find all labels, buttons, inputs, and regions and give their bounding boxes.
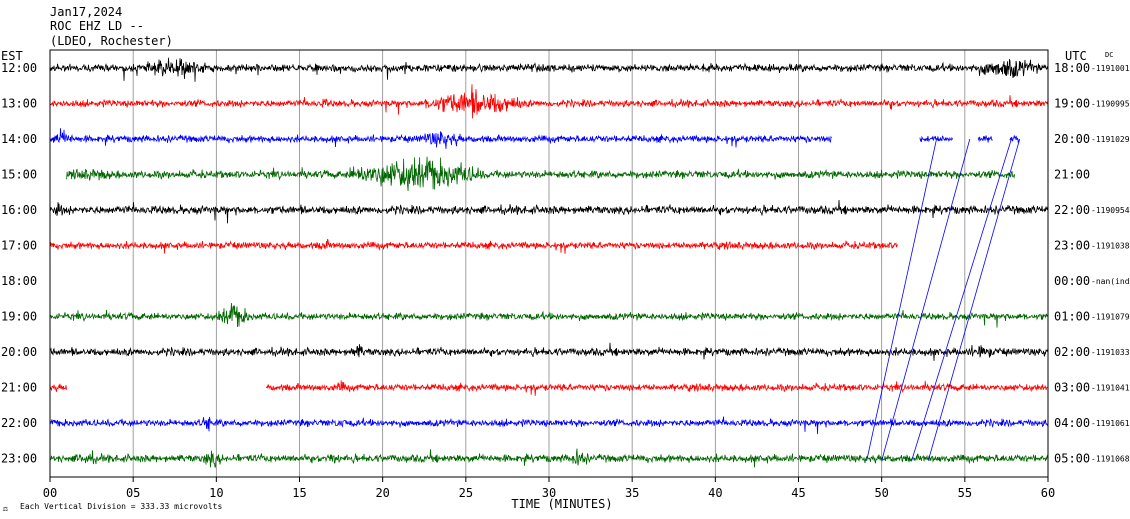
dc-offset-label: -1190954 — [1091, 206, 1130, 215]
local-hour-label: 23:00 — [1, 452, 37, 466]
local-hour-label: 20:00 — [1, 345, 37, 359]
dc-offset-label: -1191079 — [1091, 313, 1130, 322]
diagonal-line — [881, 138, 971, 461]
local-hour-label: 12:00 — [1, 61, 37, 75]
plot-frame — [49, 49, 1049, 478]
station-date: Jan17,2024 — [50, 5, 122, 19]
local-hour-label: 16:00 — [1, 203, 37, 217]
dc-offset-label: -nan(ind — [1091, 277, 1130, 286]
dc-offset-label: -1191033 — [1091, 348, 1130, 357]
utc-hour-label: 19:00 — [1054, 97, 1090, 111]
right-timezone-label: UTC — [1065, 49, 1087, 63]
trace-1200 — [49, 57, 1049, 82]
local-hour-label: 19:00 — [1, 310, 37, 324]
x-tick-label: 35 — [625, 486, 639, 500]
local-hour-label: 14:00 — [1, 132, 37, 146]
local-hour-label: 13:00 — [1, 97, 37, 111]
trace-1400 — [49, 128, 832, 149]
trace-1700 — [49, 238, 899, 254]
dc-offset-label: -1191041 — [1091, 384, 1130, 393]
dc-offset-label: -1191068 — [1091, 455, 1130, 464]
left-timezone-label: EST — [1, 49, 23, 63]
utc-hour-label: 01:00 — [1054, 310, 1090, 324]
trace-1400 — [977, 135, 993, 143]
local-hour-label: 18:00 — [1, 274, 37, 288]
x-tick-labels: 00 05 10 15 20 25 30 35 40 45 50 55 60 — [43, 486, 1055, 500]
x-tick-label: 45 — [791, 486, 805, 500]
x-tick-label: 15 — [292, 486, 306, 500]
diagonal-line — [866, 138, 937, 461]
x-tick-label: 20 — [375, 486, 389, 500]
dc-offset-label: -1191029 — [1091, 135, 1130, 144]
trace-2100 — [266, 380, 1048, 396]
x-tick-label: 60 — [1041, 486, 1055, 500]
diagonal-line — [911, 138, 1012, 461]
x-tick-label: 10 — [209, 486, 223, 500]
local-hour-label: 17:00 — [1, 239, 37, 253]
utc-hour-label: 05:00 — [1054, 452, 1090, 466]
x-tick-label: 05 — [126, 486, 140, 500]
utc-hour-label: 02:00 — [1054, 345, 1090, 359]
trace-1500 — [66, 156, 1015, 191]
teleseism-lines — [866, 138, 1021, 461]
dc-offset-label: -1191061 — [1091, 419, 1130, 428]
dc-offset-label: -1191001 — [1091, 64, 1130, 73]
utc-hour-label: 23:00 — [1054, 239, 1090, 253]
trace-1900 — [49, 302, 1049, 328]
utc-hour-label: 04:00 — [1054, 416, 1090, 430]
x-tick-label: 55 — [958, 486, 972, 500]
diagonal-line — [927, 138, 1021, 461]
trace-2100 — [49, 383, 67, 392]
left-hour-labels: 12:00 13:00 14:00 15:00 16:00 17:00 18:00 19:00… — [1, 61, 37, 466]
x-tick-label: 25 — [459, 486, 473, 500]
scale-note: Each Vertical Division = 333.33 microvol… — [20, 502, 222, 511]
station-network: (LDEO, Rochester) — [50, 34, 173, 48]
utc-hour-label: 20:00 — [1054, 132, 1090, 146]
right-hour-labels: 18:00 19:00 20:00 21:00 22:00 23:00 00:00 01:00… — [1054, 61, 1090, 466]
x-tick-label: 30 — [542, 486, 556, 500]
dc-offset-labels: -1191001 -1190995 -1191029 -1190954 -1191038… — [1091, 64, 1130, 464]
station-code: ROC EHZ LD -- — [50, 19, 144, 33]
utc-hour-label: 03:00 — [1054, 381, 1090, 395]
dc-offset-label: -1190995 — [1091, 100, 1130, 109]
utc-hour-label: 22:00 — [1054, 203, 1090, 217]
trace-1600 — [49, 199, 1049, 224]
x-axis-label: TIME (MINUTES) — [511, 497, 612, 511]
local-hour-label: 21:00 — [1, 381, 37, 395]
trace-2200 — [49, 416, 1049, 435]
utc-hour-label: 21:00 — [1054, 168, 1090, 182]
local-hour-label: 22:00 — [1, 416, 37, 430]
x-tick-label: 40 — [708, 486, 722, 500]
dc-label: DC — [1105, 51, 1113, 59]
corner-mark: ⚖ — [3, 504, 8, 513]
trace-1300 — [49, 84, 1049, 119]
utc-hour-label: 18:00 — [1054, 61, 1090, 75]
utc-hour-label: 00:00 — [1054, 274, 1090, 288]
dc-offset-label: -1191038 — [1091, 242, 1130, 251]
local-hour-label: 15:00 — [1, 168, 37, 182]
x-tick-label: 50 — [874, 486, 888, 500]
x-tick-label: 00 — [43, 486, 57, 500]
plot-grid — [49, 50, 1049, 482]
trace-2000 — [49, 342, 1049, 361]
